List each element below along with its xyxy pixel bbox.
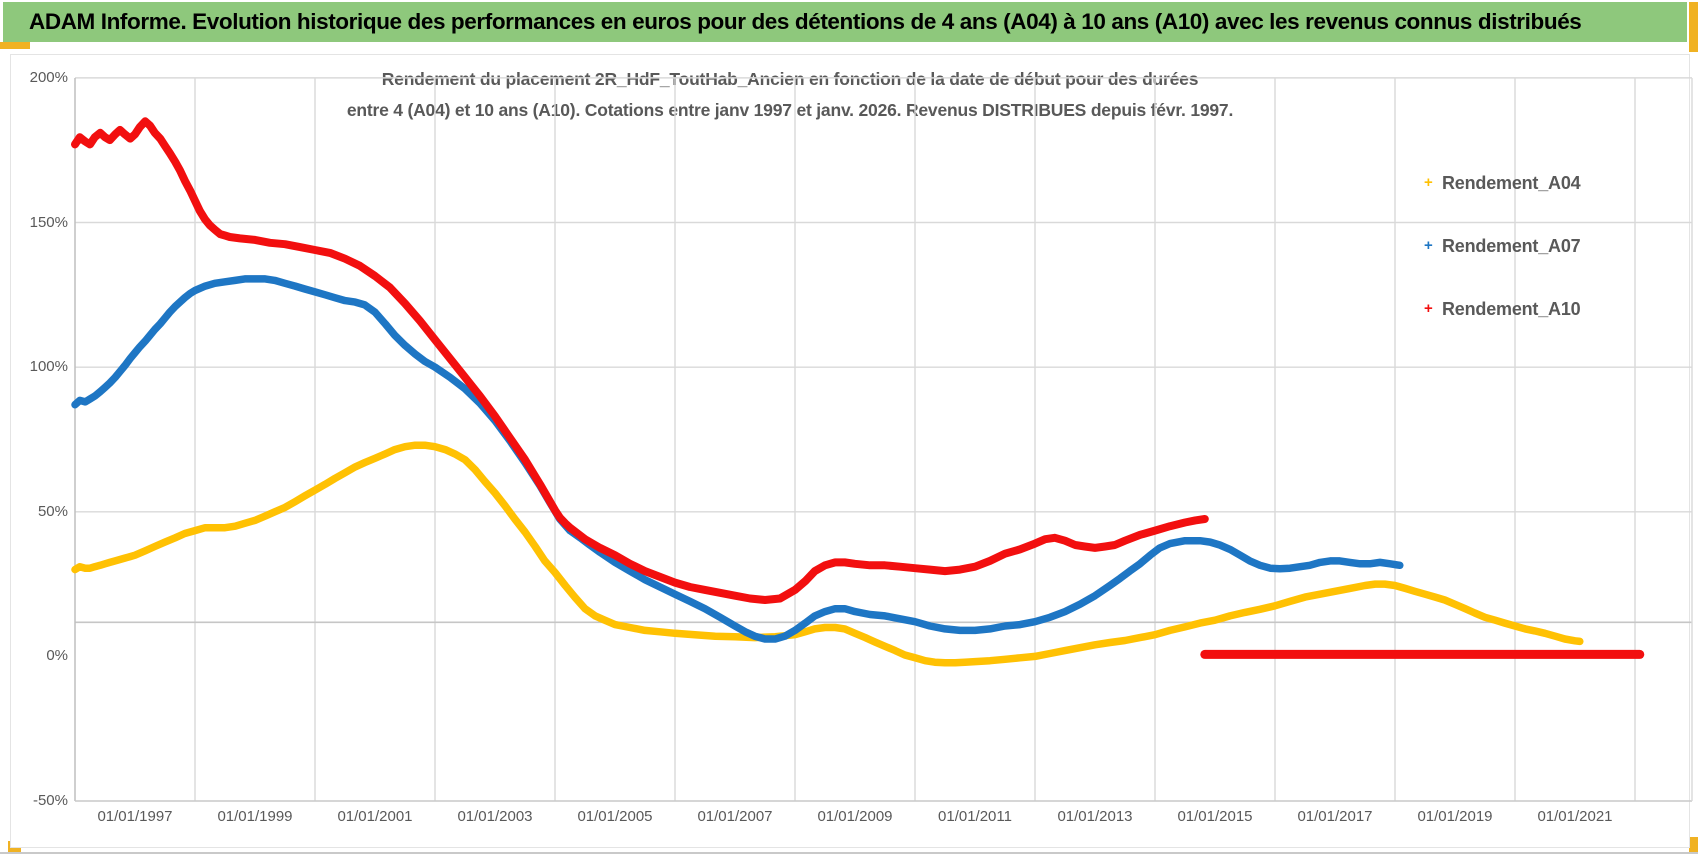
legend-label: Rendement_A07 xyxy=(1442,235,1581,256)
x-tick-label: 01/01/2003 xyxy=(457,808,533,825)
y-tick-label: 100% xyxy=(29,358,68,376)
y-tick-label: 0% xyxy=(46,647,68,665)
x-tick-label: 01/01/2015 xyxy=(1177,808,1253,825)
x-tick-label: 01/01/1997 xyxy=(97,808,173,825)
plus-marker-icon: + xyxy=(1424,300,1433,317)
legend-label: Rendement_A10 xyxy=(1442,298,1581,319)
x-tick-label: 01/01/2007 xyxy=(697,808,773,825)
x-tick-label: 01/01/2017 xyxy=(1297,808,1373,825)
corner-accent-bottom-right xyxy=(1689,837,1698,853)
y-tick-label: 50% xyxy=(37,502,68,520)
y-tick-label: -50% xyxy=(32,792,68,810)
plus-marker-icon: + xyxy=(1424,237,1433,254)
series-rendement_a10 xyxy=(71,117,1209,604)
plus-marker-icon: + xyxy=(1424,174,1433,191)
x-tick-label: 01/01/2001 xyxy=(337,808,413,825)
chart-title: Rendement du placement 2R_HdF_ToutHab_An… xyxy=(75,64,1505,126)
y-tick-label: 200% xyxy=(29,68,68,86)
legend-label: Rendement_A04 xyxy=(1442,172,1581,193)
legend-item-rendement-a07: + Rendement_A07 xyxy=(1424,235,1654,257)
x-tick-label: 01/01/2009 xyxy=(817,808,893,825)
chart-legend: + Rendement_A04 + Rendement_A07 + Rendem… xyxy=(1424,172,1654,361)
chart-title-line2: entre 4 (A04) et 10 ans (A10). Cotations… xyxy=(346,100,1234,120)
chart-title-line1: Rendement du placement 2R_HdF_ToutHab_An… xyxy=(381,69,1199,89)
series-rendement_a07 xyxy=(71,275,1404,643)
header-banner: ADAM Informe. Evolution historique des p… xyxy=(3,2,1687,44)
corner-accent-top-left xyxy=(0,42,30,49)
x-tick-label: 01/01/2005 xyxy=(577,808,653,825)
x-tick-label: 01/01/2021 xyxy=(1537,808,1613,825)
chart-frame xyxy=(10,54,1690,848)
corner-accent-top-right xyxy=(1689,2,1698,52)
series-rendement_a04 xyxy=(71,441,1584,667)
y-tick-label: 150% xyxy=(29,213,68,231)
x-tick-label: 01/01/2019 xyxy=(1417,808,1493,825)
x-tick-label: 01/01/2011 xyxy=(938,808,1012,825)
x-tick-label: 01/01/1999 xyxy=(217,808,293,825)
x-tick-label: 01/01/2013 xyxy=(1057,808,1133,825)
window-edge-line xyxy=(0,852,1698,854)
header-title: ADAM Informe. Evolution historique des p… xyxy=(29,9,1582,34)
legend-item-rendement-a04: + Rendement_A04 xyxy=(1424,172,1654,194)
legend-item-rendement-a10: + Rendement_A10 xyxy=(1424,298,1654,320)
